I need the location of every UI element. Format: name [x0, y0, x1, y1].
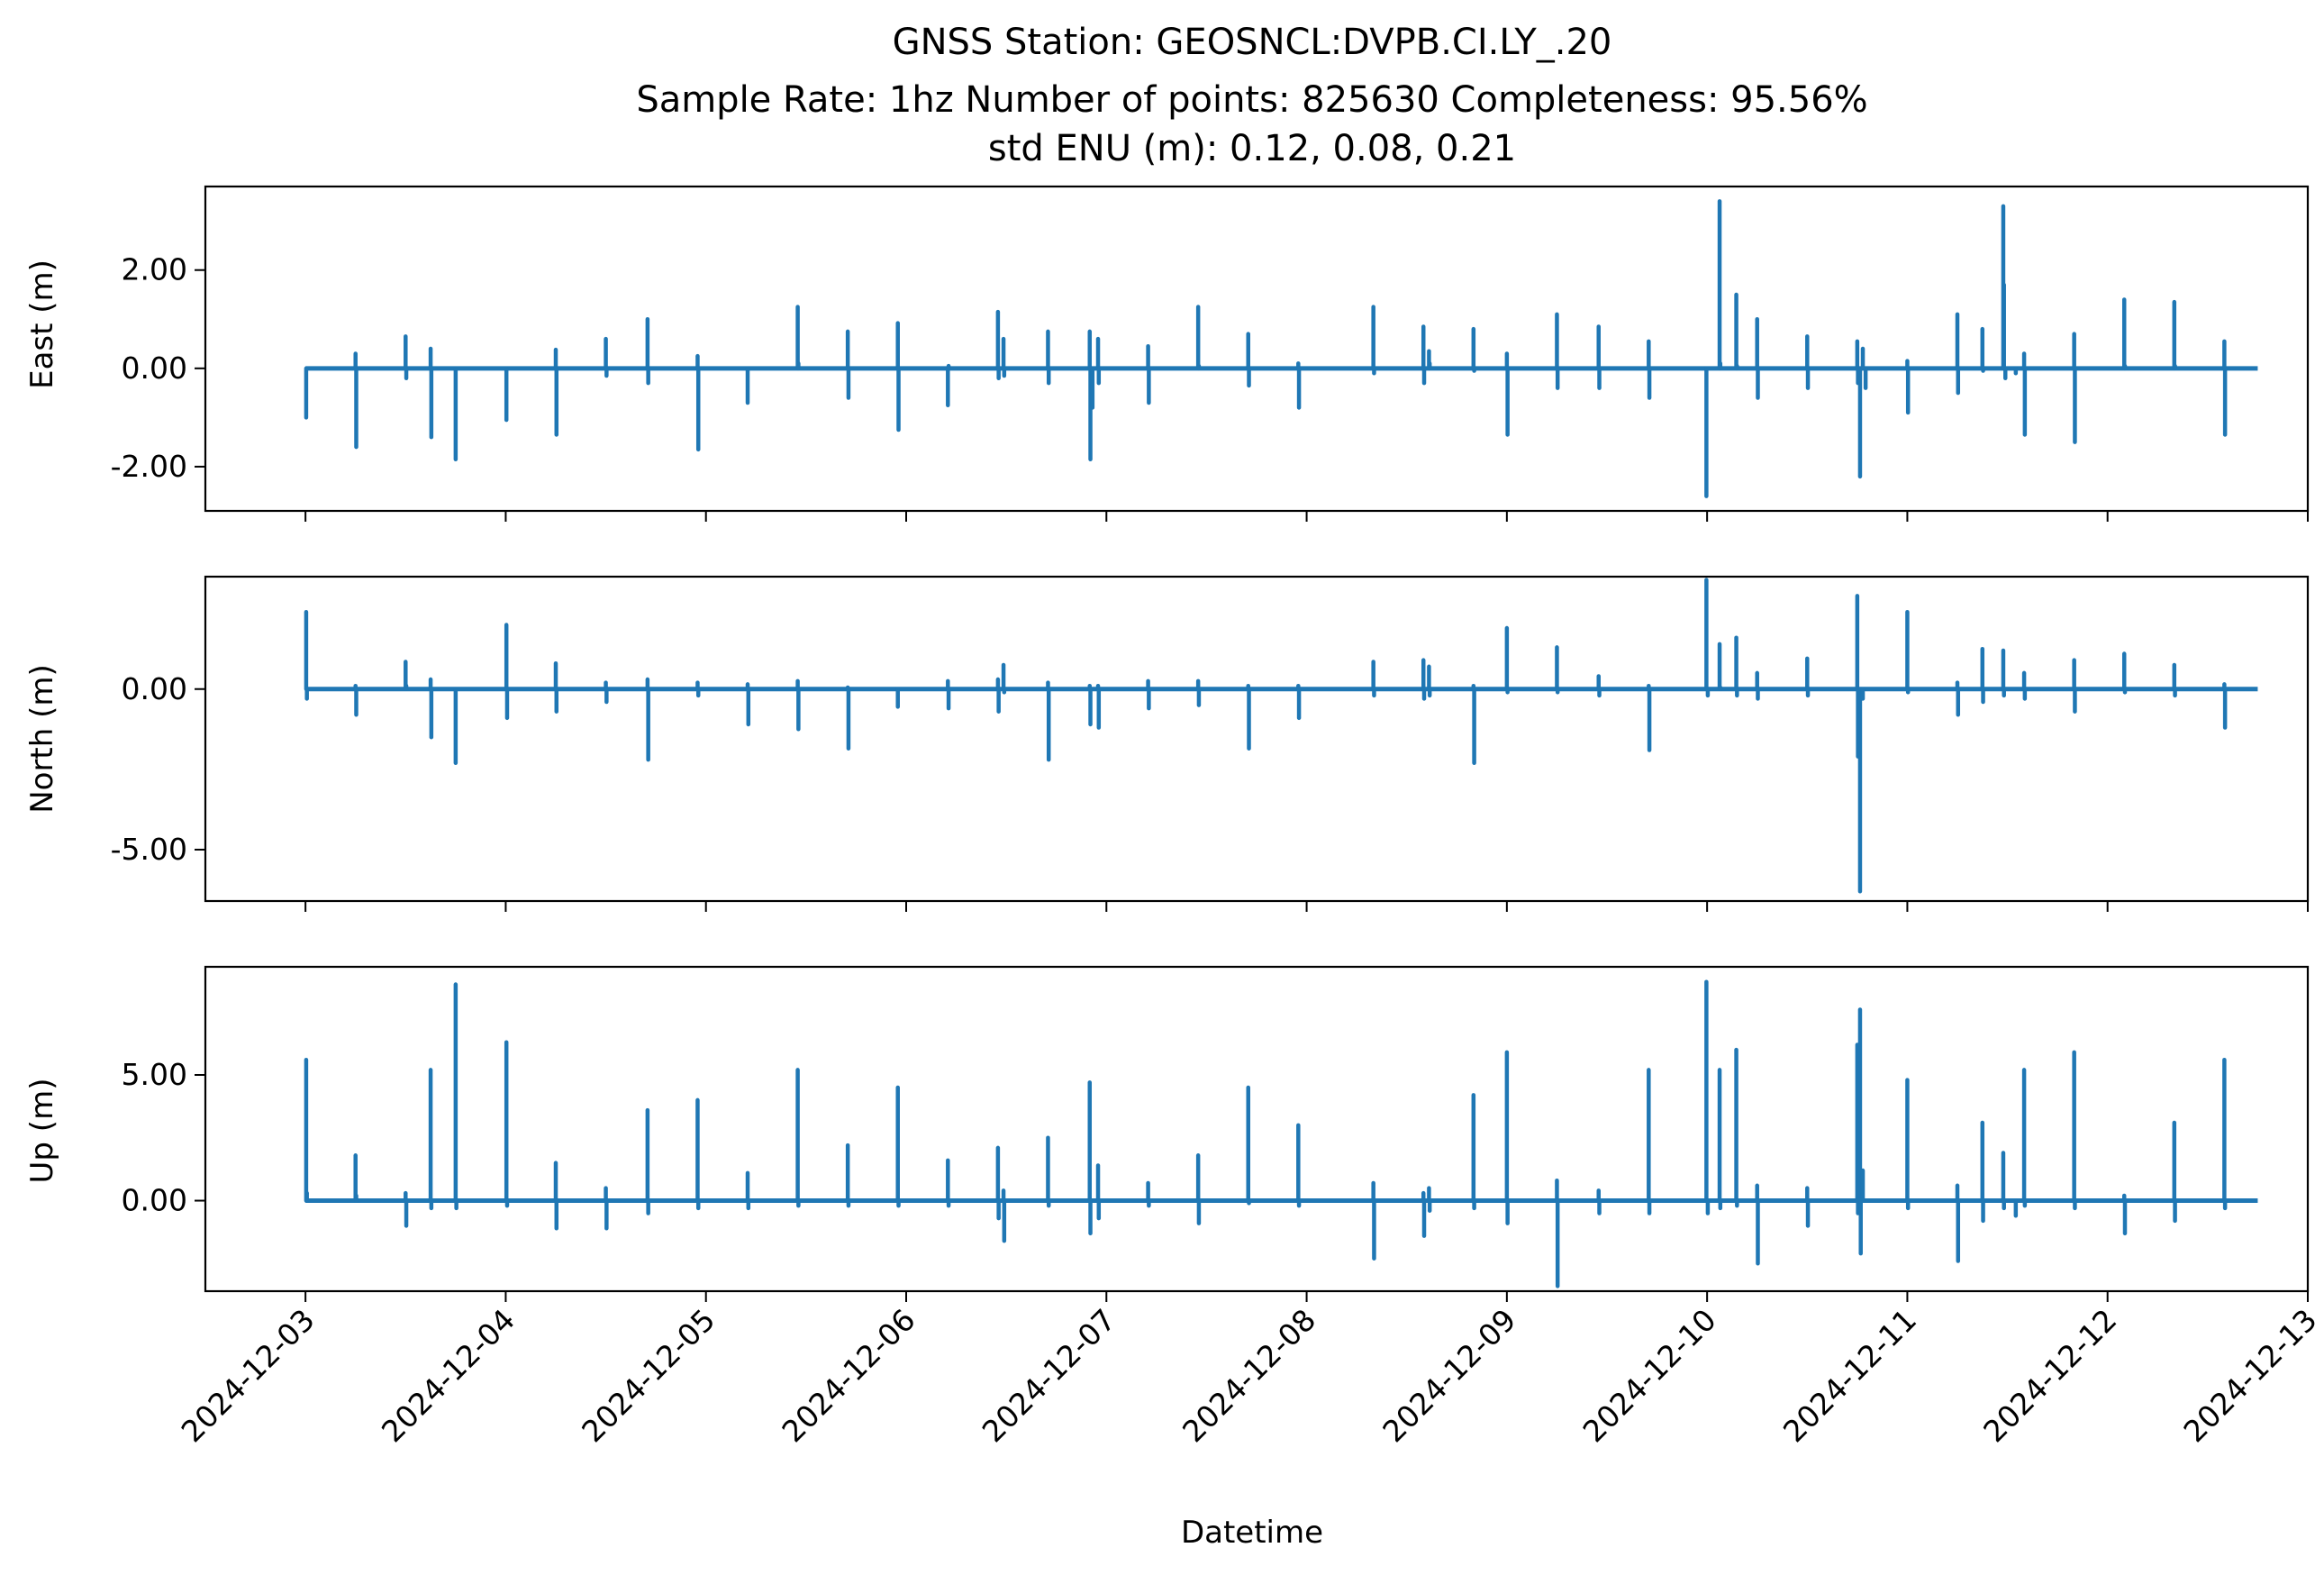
- y-tick-label: 0.00: [122, 1183, 187, 1218]
- axes-frame: [204, 575, 2310, 903]
- title-line-1: GNSS Station: GEOSNCL:DVPB.CI.LY_.20: [893, 22, 1612, 63]
- title-line-3: std ENU (m): 0.12, 0.08, 0.21: [988, 128, 1516, 169]
- y-tick-label: -5.00: [111, 832, 187, 867]
- y-tick-label: 0.00: [122, 671, 187, 706]
- axes-frame: [204, 185, 2310, 513]
- y-tick-label: 5.00: [122, 1057, 187, 1092]
- ylabel-east: East (m): [24, 259, 60, 389]
- y-tick-label: -2.00: [111, 449, 187, 484]
- ylabel-north: North (m): [24, 664, 60, 814]
- panel-up: Up (m) 5.00 0.00: [24, 965, 2310, 1302]
- y-tick-label: 2.00: [122, 252, 187, 287]
- panel-north: North (m) 0.00 -5.00: [24, 575, 2310, 912]
- ylabel-up: Up (m): [24, 1079, 60, 1184]
- axes-frame: [204, 965, 2310, 1293]
- panel-east: East (m) 2.00 0.00 -2.00: [24, 185, 2310, 522]
- title-line-2: Sample Rate: 1hz Number of points: 82563…: [636, 79, 1867, 121]
- xlabel: Datetime: [1181, 1515, 1323, 1551]
- y-tick-label: 0.00: [122, 351, 187, 386]
- figure-title: GNSS Station: GEOSNCL:DVPB.CI.LY_.20 Sam…: [636, 22, 1867, 169]
